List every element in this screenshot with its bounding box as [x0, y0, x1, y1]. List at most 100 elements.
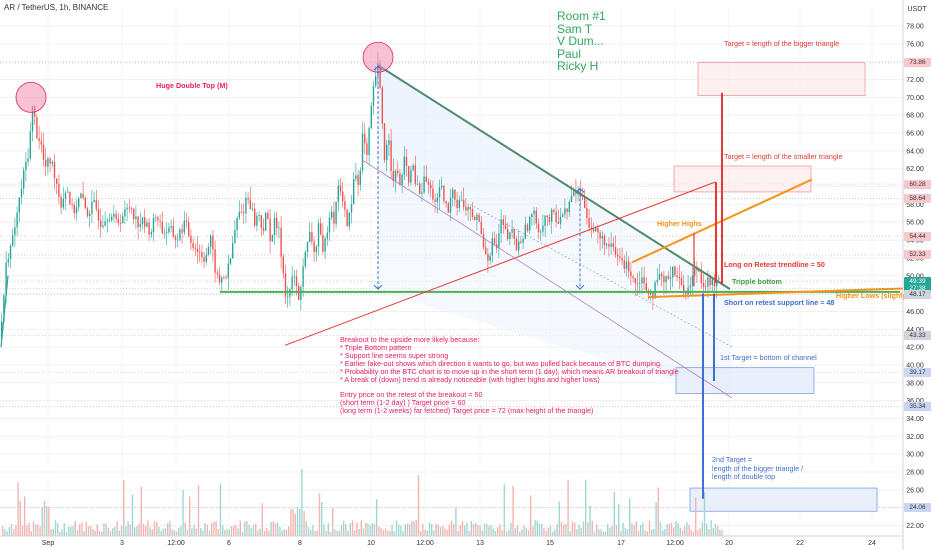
volume-bar [184, 522, 186, 536]
candle-body [80, 193, 82, 199]
volume-bar [426, 530, 428, 536]
volume-bar [160, 530, 162, 536]
candle-body [641, 277, 643, 284]
volume-bar [714, 523, 717, 536]
volume-bar [162, 528, 164, 536]
short-retest-label: Short on retest support line = 48 [724, 298, 835, 307]
candle-body [113, 214, 115, 217]
time-axis[interactable]: Sep 3 12:00 6 8 10 12:00 13 15 17 12:00 20 22 24 [0, 535, 903, 547]
symbol-header[interactable]: AR / TetherUS, 1h, BINANCE [4, 3, 109, 12]
volume-bar [719, 529, 721, 536]
candle-body [62, 198, 64, 208]
candle-body [696, 268, 698, 271]
candle-body [102, 225, 104, 227]
note-line: * Triple Bottom pattern [340, 342, 412, 352]
volume-bar [305, 521, 307, 536]
volume-bar [644, 530, 646, 536]
candle-body [702, 282, 705, 287]
x-tick-label: 13 [476, 540, 484, 547]
candle-body [128, 207, 130, 209]
volume-bar [307, 527, 310, 536]
y-tick-label: 72.00 [906, 77, 924, 84]
candle-body [320, 223, 322, 235]
volume-bar [120, 526, 123, 536]
candle-body [302, 266, 304, 287]
volume-bar [92, 529, 94, 536]
candle-body [108, 220, 111, 221]
candle-body [414, 165, 416, 184]
volume-bar [164, 528, 167, 536]
volume-bar [103, 523, 105, 536]
volume-bar [61, 529, 63, 536]
volume-bar [444, 528, 446, 536]
candle-body [463, 199, 465, 207]
target-bigger-label: Target = length of the bigger triangle [724, 39, 840, 48]
candle-body [485, 247, 487, 255]
volume-bar [252, 524, 255, 536]
candle-body [454, 189, 456, 200]
candle-body [529, 217, 531, 231]
volume-bar [72, 526, 74, 536]
volume-bar [475, 522, 477, 536]
volume-bar [83, 531, 85, 536]
volume-bar [213, 521, 215, 536]
x-tick-label: 8 [298, 540, 302, 547]
candle-body [1, 321, 3, 339]
volume-bar [411, 521, 413, 536]
volume-bar [259, 528, 261, 536]
candle-body [317, 223, 320, 247]
room-member: Paul [557, 46, 582, 61]
candle-body [9, 245, 12, 260]
volume-bar [376, 499, 378, 536]
candle-body [621, 257, 623, 261]
volume-bar [270, 522, 272, 536]
candle-body [168, 227, 170, 233]
candle-body [711, 279, 713, 286]
volume-bar [525, 527, 527, 536]
candle-body [311, 231, 313, 242]
x-tick-label: 10 [367, 540, 375, 547]
candle-body [269, 218, 271, 242]
volume-bar [329, 531, 332, 536]
candle-body [491, 238, 493, 256]
candle-body [361, 133, 364, 171]
candle-body [12, 235, 14, 246]
y-tick-label: 62.00 [906, 166, 924, 173]
y-tick-label: 70.00 [906, 95, 924, 102]
volume-bar [74, 521, 76, 536]
volume-bar [48, 506, 50, 536]
channel-fill [380, 291, 732, 398]
volume-bar [369, 525, 371, 536]
candle-body [126, 207, 128, 210]
candle-body [342, 191, 344, 202]
candle-body [100, 220, 102, 227]
volume-bar [191, 528, 193, 536]
candle-body [443, 185, 445, 202]
volume-bar [547, 527, 549, 536]
volume-bar [239, 520, 241, 536]
volume-bar [631, 523, 633, 536]
volume-bar [695, 497, 697, 536]
volume-bar [706, 523, 708, 536]
volume-bar [615, 525, 618, 536]
candle-body [381, 87, 383, 124]
price-tag: 52.33 [904, 250, 931, 260]
candle-body [445, 201, 447, 204]
price-axis[interactable]: USDT78.0076.0074.0072.0070.0068.0066.006… [902, 0, 932, 550]
candle-body [260, 215, 262, 229]
volume-bar [200, 527, 202, 536]
candle-body [324, 238, 326, 252]
volume-bar [318, 493, 321, 536]
triangle-upper-line [377, 64, 731, 290]
candle-body [606, 244, 608, 246]
candle-body [115, 214, 117, 219]
volume-bars [2, 469, 723, 536]
candle-body [346, 209, 348, 227]
volume-bar [556, 524, 558, 536]
volume-bar [675, 521, 677, 536]
volume-bar [380, 527, 382, 536]
candle-body [67, 191, 69, 193]
volume-bar [521, 529, 523, 536]
candle-body [584, 196, 586, 209]
